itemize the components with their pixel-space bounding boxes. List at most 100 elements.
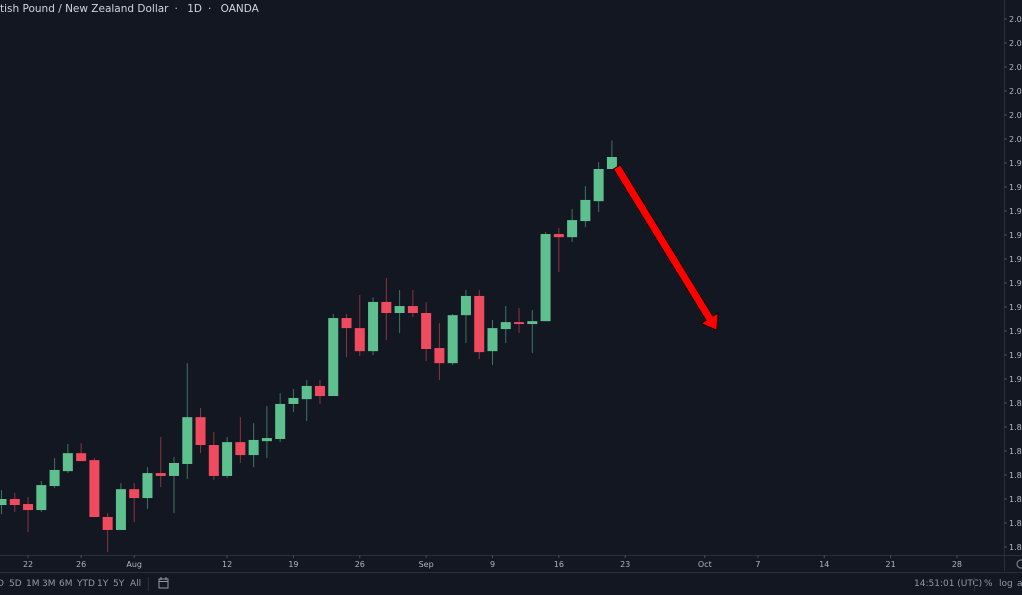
symbol-name: tish Pound / New Zealand Dollar (0, 3, 169, 15)
candle[interactable] (129, 483, 140, 523)
candle[interactable] (460, 289, 471, 343)
candle-body (447, 315, 458, 364)
candle[interactable] (368, 297, 379, 355)
candle-body (606, 157, 617, 169)
range-6m[interactable]: 6M (59, 579, 73, 589)
candle-body (76, 453, 87, 462)
range-1d-partial[interactable]: D (0, 579, 4, 589)
candle[interactable] (580, 186, 591, 228)
y-tick-label: 1.87 (1009, 447, 1022, 456)
candle-body (354, 328, 365, 352)
candle[interactable] (606, 140, 617, 169)
candle[interactable] (23, 497, 34, 533)
candle[interactable] (514, 307, 525, 334)
log-toggle[interactable]: log (999, 579, 1013, 589)
candle-body (381, 301, 392, 313)
candle[interactable] (527, 310, 538, 354)
candle[interactable] (500, 306, 511, 343)
y-tick-label: 1.95 (1009, 255, 1022, 264)
arrow-body (612, 164, 719, 331)
candle[interactable] (49, 457, 60, 488)
percent-toggle[interactable]: % (984, 579, 993, 589)
candle-body (62, 453, 73, 472)
range-1m[interactable]: 1M (26, 579, 40, 589)
candle-body (102, 517, 113, 530)
candle[interactable] (275, 393, 286, 443)
candle[interactable] (328, 313, 339, 397)
candle[interactable] (341, 313, 352, 358)
candle[interactable] (208, 432, 219, 481)
candle[interactable] (474, 289, 485, 360)
data-source: OANDA (220, 3, 259, 15)
range-3m[interactable]: 3M (42, 579, 56, 589)
gear-icon[interactable] (1016, 559, 1022, 569)
candle-body (0, 499, 7, 505)
candle-body (394, 306, 405, 313)
candle[interactable] (115, 483, 126, 530)
candles (0, 140, 617, 553)
candle-body (580, 199, 591, 222)
candle[interactable] (155, 437, 166, 487)
candle[interactable] (102, 513, 113, 553)
x-tick-label: 19 (288, 560, 298, 569)
candle[interactable] (553, 228, 564, 272)
candle[interactable] (36, 481, 47, 512)
candle[interactable] (314, 379, 325, 404)
candle-body (89, 460, 100, 517)
candle[interactable] (76, 443, 87, 462)
candle[interactable] (354, 295, 365, 356)
candle[interactable] (261, 406, 272, 458)
auto-toggle[interactable]: a (1017, 579, 1022, 589)
x-tick-label: 12 (222, 560, 232, 569)
candle[interactable] (394, 289, 405, 334)
candle[interactable] (182, 363, 193, 480)
candle[interactable] (9, 493, 20, 512)
candle[interactable] (567, 209, 578, 242)
candle-body (434, 348, 445, 364)
range-1y[interactable]: 1Y (97, 579, 109, 589)
candle[interactable] (62, 444, 73, 474)
candle[interactable] (89, 457, 100, 517)
candle[interactable] (301, 379, 312, 421)
x-tick-label: 7 (755, 560, 760, 569)
range-ytd[interactable]: YTD (77, 579, 95, 589)
candle[interactable] (169, 457, 180, 514)
y-tick-label: 2.05 (1009, 15, 1022, 24)
candle[interactable] (195, 408, 206, 454)
y-tick-label: 1.86 (1009, 471, 1022, 480)
candle[interactable] (487, 319, 498, 366)
candle[interactable] (381, 277, 392, 341)
y-tick-label: 1.90 (1009, 375, 1022, 384)
y-tick-label: 2.00 (1009, 135, 1022, 144)
candle-body (593, 169, 604, 202)
candle[interactable] (447, 313, 458, 366)
range-5y[interactable]: 5Y (113, 579, 125, 589)
candle-body (288, 397, 299, 404)
y-tick-label: 1.97 (1009, 207, 1022, 216)
y-tick-label: 1.94 (1009, 279, 1022, 288)
candle[interactable] (407, 289, 418, 318)
symbol-legend[interactable]: tish Pound / New Zealand Dollar · 1D · OAN… (0, 3, 259, 15)
clock[interactable]: 14:51:01 (UTC) (914, 579, 983, 589)
candle[interactable] (142, 467, 153, 510)
candle[interactable] (421, 301, 432, 361)
price-axis[interactable]: 2.05 2.04 2.03 2.02 2.01 2.00 1.99 1.98 1.97 1.96… (1004, 15, 1022, 552)
down-arrow-annotation[interactable] (608, 162, 725, 336)
candle[interactable] (248, 423, 259, 468)
x-tick-label: Oct (698, 560, 712, 569)
candle[interactable] (235, 417, 246, 463)
calendar-goto-icon[interactable] (158, 577, 169, 592)
candle[interactable] (0, 490, 7, 515)
candle-body (553, 234, 564, 238)
candle[interactable] (434, 323, 445, 380)
candle-body (208, 445, 219, 476)
y-tick-label: 2.03 (1009, 63, 1022, 72)
range-all[interactable]: All (130, 579, 142, 589)
candle[interactable] (593, 162, 604, 212)
candle[interactable] (540, 232, 551, 322)
range-5d[interactable]: 5D (9, 579, 22, 589)
time-axis[interactable]: 22 26 Aug 12 19 26 Sep 9 16 23 Oct 7 14 21 28 (23, 555, 962, 569)
candle[interactable] (288, 389, 299, 413)
candle[interactable] (222, 437, 233, 479)
